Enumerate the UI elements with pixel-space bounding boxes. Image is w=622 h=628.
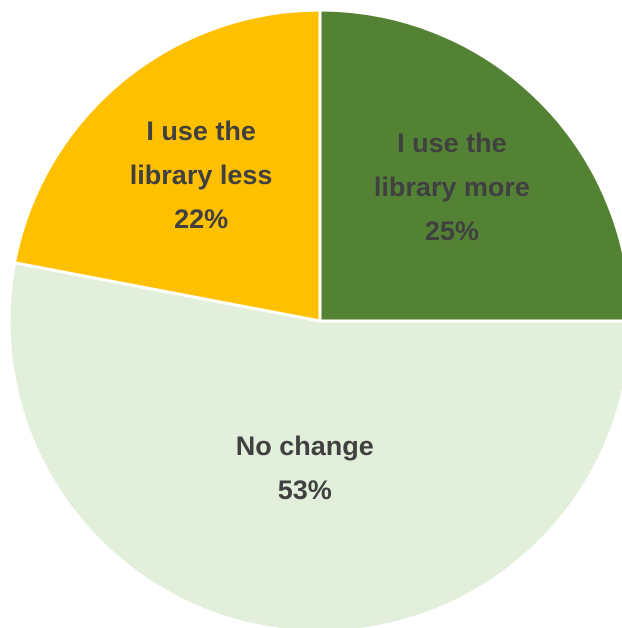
pie-slice-label-2: I use the library less 22% [130, 116, 273, 234]
pie-slice-value-label: 25% [425, 216, 479, 246]
pie-slice-category-label: library more [374, 172, 530, 202]
pie-slice-category-label: library less [130, 160, 273, 190]
pie-labels: I use the library more 25% No change 53% I us… [130, 116, 530, 505]
pie-slices [7, 8, 622, 628]
pie-slice-1 [7, 260, 622, 628]
pie-slice-category-label: No change [236, 431, 374, 461]
pie-slice-category-label: I use the [146, 116, 256, 146]
pie-slice-2 [12, 8, 322, 323]
pie-slice-value-label: 22% [174, 204, 228, 234]
pie-slice-category-label: I use the [397, 128, 507, 158]
pie-slice-value-label: 53% [278, 475, 332, 505]
pie-slice-label-0: I use the library more 25% [374, 128, 530, 246]
pie-slice-label-1: No change 53% [236, 431, 374, 505]
pie-slice-0 [318, 8, 622, 323]
